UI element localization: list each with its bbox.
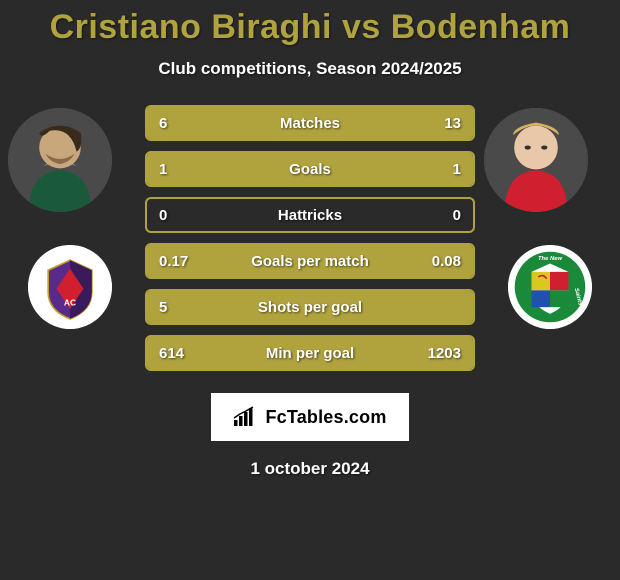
stat-label: Matches [193, 115, 427, 132]
stat-row: 0Hattricks0 [145, 197, 475, 233]
subtitle: Club competitions, Season 2024/2025 [0, 59, 620, 79]
stats-block: 6Matches13 1Goals1 0Hattricks0 0.17Goals pe… [145, 105, 475, 371]
infographic-container: Cristiano Biraghi vs Bodenham Club compe… [0, 0, 620, 479]
stat-value-left: 614 [159, 345, 193, 362]
stat-row: 614Min per goal1203 [145, 335, 475, 371]
stat-label: Min per goal [193, 345, 427, 362]
player-right-avatar [484, 108, 588, 212]
date-text: 1 october 2024 [0, 459, 620, 479]
stat-value-right: 13 [427, 115, 461, 132]
svg-text:The New: The New [538, 256, 563, 262]
stat-label: Goals per match [193, 253, 427, 270]
stat-value-right: 0.08 [427, 253, 461, 270]
stat-row: 5Shots per goal [145, 289, 475, 325]
svg-text:AC: AC [64, 297, 76, 307]
club-left-crest: AC [28, 245, 112, 329]
player-left-avatar [8, 108, 112, 212]
stat-label: Hattricks [193, 207, 427, 224]
stat-label: Shots per goal [193, 299, 427, 316]
stat-value-right: 1203 [427, 345, 461, 362]
bar-chart-icon [233, 406, 259, 428]
club-right-crest: The New Saints [508, 245, 592, 329]
stat-value-left: 0.17 [159, 253, 193, 270]
stat-row: 1Goals1 [145, 151, 475, 187]
main-area: AC The New Saints 6Matches13 1Goals1 0Hatt… [0, 105, 620, 479]
page-title: Cristiano Biraghi vs Bodenham [0, 8, 620, 47]
brand-box: FcTables.com [211, 393, 409, 441]
stat-value-left: 1 [159, 161, 193, 178]
stat-value-left: 6 [159, 115, 193, 132]
stat-label: Goals [193, 161, 427, 178]
brand-text: FcTables.com [265, 407, 386, 428]
stat-value-right: 0 [427, 207, 461, 224]
stat-value-left: 5 [159, 299, 193, 316]
stat-row: 6Matches13 [145, 105, 475, 141]
stat-value-right: 1 [427, 161, 461, 178]
stat-value-left: 0 [159, 207, 193, 224]
stat-row: 0.17Goals per match0.08 [145, 243, 475, 279]
